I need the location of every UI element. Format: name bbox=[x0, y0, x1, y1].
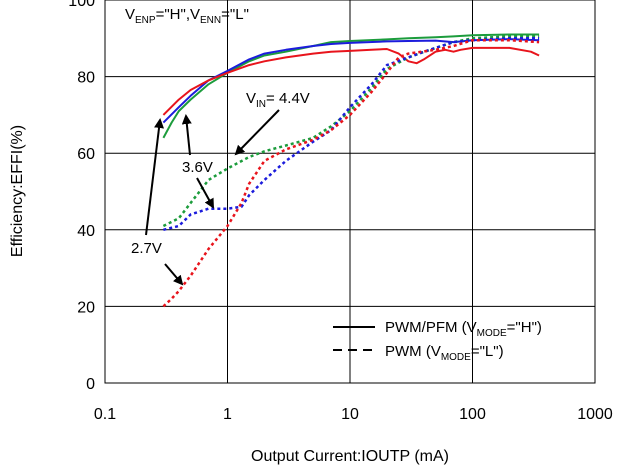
arrow-36-up bbox=[181, 114, 192, 156]
x-tick-label: 1000 bbox=[577, 406, 613, 423]
y-tick-label: 0 bbox=[86, 376, 95, 393]
vin-36-label: 3.6V bbox=[182, 159, 213, 176]
legend-dashed-label: PWM (VMODE="L") bbox=[385, 343, 504, 363]
annotation-arrows bbox=[145, 109, 280, 286]
series-line-pwm-red bbox=[162, 38, 540, 308]
series-line-pwm-pfm-red bbox=[162, 46, 540, 116]
series-group bbox=[162, 33, 540, 308]
y-tick-label: 100 bbox=[68, 0, 95, 10]
x-axis-title: Output Current:IOUTP (mA) bbox=[251, 448, 449, 465]
y-axis-title: Efficiency:EFFI(%) bbox=[9, 125, 26, 257]
y-tick-label: 80 bbox=[77, 70, 95, 87]
x-tick-label: 0.1 bbox=[94, 406, 116, 423]
y-tick-label: 20 bbox=[77, 299, 95, 316]
vin-27-label: 2.7V bbox=[131, 240, 162, 257]
legend-solid-label: PWM/PFM (VMODE="H") bbox=[385, 319, 542, 339]
legend: PWM/PFM (VMODE="H") PWM (VMODE="L") bbox=[333, 319, 542, 363]
plot-frame bbox=[104, 0, 596, 384]
y-tick-label: 60 bbox=[77, 146, 95, 163]
series-line-pwm-green bbox=[162, 35, 540, 228]
vin-44-label: VIN= 4.4V bbox=[246, 90, 310, 110]
arrow-27-up bbox=[145, 118, 164, 236]
tick-labels: 0.1 1 10 100 1000 0 20 40 60 80 100 bbox=[68, 0, 613, 423]
condition-label: VENP="H",VENN="L" bbox=[125, 6, 249, 26]
arrow-36-down bbox=[196, 177, 214, 209]
x-tick-label: 10 bbox=[341, 406, 359, 423]
y-tick-label: 40 bbox=[77, 223, 95, 240]
arrow-27-down bbox=[164, 263, 184, 286]
arrow-44 bbox=[234, 109, 280, 156]
x-tick-label: 1 bbox=[223, 406, 232, 423]
x-tick-label: 100 bbox=[459, 406, 486, 423]
